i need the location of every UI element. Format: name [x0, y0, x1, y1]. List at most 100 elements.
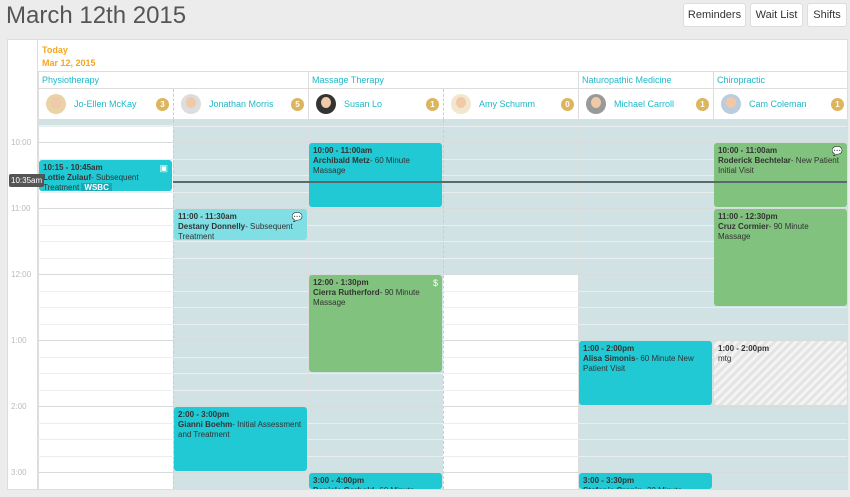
- appointment[interactable]: 11:00 - 11:30am Destany Donnelly- Subsequ…: [174, 209, 307, 240]
- appointment[interactable]: 10:00 - 11:00am Roderick Bechtelar- New P…: [714, 143, 847, 207]
- hour-label: 10:00: [11, 138, 32, 147]
- grid-line: [38, 356, 847, 358]
- provider-header[interactable]: Jonathan Morris 5: [173, 89, 308, 120]
- patient-name: Cierra Rutherford: [313, 288, 380, 297]
- provider-name[interactable]: Jonathan Morris: [209, 99, 274, 109]
- provider-name[interactable]: Susan Lo: [344, 99, 383, 109]
- calendar: Today Mar 12, 2015 10:15 - 10:45am Lottie…: [7, 39, 848, 490]
- patient-name: Cruz Cormier: [718, 222, 769, 231]
- avatar: [586, 94, 606, 114]
- appointment-time: 10:00 - 11:00am: [313, 146, 373, 155]
- patient-name: Gianni Boehm: [178, 420, 233, 429]
- patient-name: Archibald Metz: [313, 156, 370, 165]
- appointment-details: mtg: [718, 354, 843, 364]
- time-column: [8, 40, 38, 489]
- grid-line: [38, 257, 847, 259]
- appointment-time: 1:00 - 2:00pm: [583, 344, 635, 353]
- grid-line: [38, 455, 847, 457]
- grid-line: [38, 125, 847, 127]
- provider-header[interactable]: Amy Schumm 0: [443, 89, 578, 120]
- provider-header[interactable]: Michael Carroll 1: [578, 89, 713, 120]
- provider-name[interactable]: Cam Coleman: [749, 99, 807, 109]
- grid-line: [38, 323, 847, 325]
- patient-name: Stefanie Cronin: [583, 486, 642, 489]
- reminders-button[interactable]: Reminders: [683, 3, 746, 27]
- appointment[interactable]: 3:00 - 3:30pmStefanie Cronin- 30 Minute …: [579, 473, 712, 489]
- blocked-time[interactable]: 1:00 - 2:00pm mtg: [714, 341, 847, 405]
- appointment-details: Cierra Rutherford- 90 Minute Massage: [313, 288, 438, 308]
- grid-line: [38, 307, 847, 308]
- provider-header[interactable]: Susan Lo 1: [308, 89, 443, 120]
- current-time-label: 10:35am: [9, 173, 45, 187]
- wait-list-button[interactable]: Wait List: [750, 3, 803, 27]
- department-header: Massage Therapy: [308, 72, 578, 89]
- service-name: - 60 Minute Massage: [313, 156, 410, 175]
- patient-name: Daniela Gerhold: [313, 486, 374, 489]
- grid-line: [38, 224, 847, 226]
- appointment-count-badge: 1: [831, 97, 844, 111]
- appointment-time: 12:00 - 1:30pm: [313, 278, 369, 287]
- wsbc-tag: WSBC: [81, 182, 112, 191]
- grid-line: [38, 488, 847, 489]
- service-name: - Subsequent Treatment: [43, 172, 139, 191]
- appointment[interactable]: 1:00 - 2:00pm Alisa Simonis- 60 Minute Ne…: [579, 341, 712, 405]
- avatar: [181, 94, 201, 114]
- service-name: - New Patient Initial Visit: [718, 156, 839, 175]
- grid-line: [38, 422, 847, 424]
- avatar: [721, 94, 741, 114]
- schedule-grid[interactable]: 10:15 - 10:45am Lottie Zulauf- Subsequent…: [38, 120, 847, 489]
- service-name: - 30 Minute Return: [583, 486, 682, 489]
- appointment-details: Alisa Simonis- 60 Minute New Patient Vis…: [583, 354, 708, 374]
- appointment[interactable]: 10:00 - 11:00am Archibald Metz- 60 Minute…: [309, 143, 442, 207]
- appointment-details: Roderick Bechtelar- New Patient Initial …: [718, 156, 843, 176]
- appointment-time: 3:00 - 4:00pm: [313, 476, 365, 485]
- service-name: - 60 Minute New Patient Visit: [583, 354, 694, 373]
- appointment[interactable]: 11:00 - 12:30pm Cruz Cormier- 90 Minute M…: [714, 209, 847, 306]
- department-header: Physiotherapy: [38, 72, 308, 89]
- patient-name: Lottie Zulauf: [43, 172, 91, 182]
- provider-name[interactable]: Michael Carroll: [614, 99, 675, 109]
- shifts-button[interactable]: Shifts: [807, 3, 847, 27]
- service-name: mtg: [718, 354, 732, 363]
- grid-line: [38, 406, 847, 407]
- appointment-time: 3:00 - 3:30pm: [583, 476, 635, 485]
- grid-line: [38, 290, 847, 292]
- grid-line: [38, 191, 847, 193]
- appointment-count-badge: 3: [156, 97, 169, 111]
- appointment-details: Daniela Gerhold- 60 Minute: [313, 486, 438, 489]
- hour-label: 12:00: [11, 270, 32, 279]
- briefcase-icon: ▣: [159, 162, 168, 173]
- page-title: March 12th 2015: [6, 2, 187, 29]
- hour-label: 1:00: [11, 336, 27, 345]
- comment-icon: 💬: [291, 212, 303, 222]
- service-name: - 60 Minute: [374, 486, 414, 489]
- provider-header[interactable]: Cam Coleman 1: [713, 89, 847, 120]
- patient-name: Destany Donnelly: [178, 222, 246, 231]
- appointment[interactable]: 3:00 - 4:00pmDaniela Gerhold- 60 Minute: [309, 473, 442, 489]
- appointment[interactable]: 12:00 - 1:30pm Cierra Rutherford- 90 Minu…: [309, 275, 442, 372]
- patient-name: Alisa Simonis: [583, 354, 636, 363]
- grid-line: [38, 241, 847, 242]
- dollar-icon: $: [432, 278, 438, 288]
- appointment[interactable]: 10:15 - 10:45am Lottie Zulauf- Subsequent…: [39, 159, 172, 191]
- today-header[interactable]: Today Mar 12, 2015: [38, 40, 847, 72]
- service-name: - Subsequent Treatment: [178, 222, 293, 240]
- hour-label: 2:00: [11, 402, 27, 411]
- avatar: [451, 94, 471, 114]
- grid-line: [38, 472, 847, 473]
- grid-line: [38, 340, 847, 341]
- today-label: Today: [42, 45, 68, 55]
- service-name: - 90 Minute Massage: [313, 288, 420, 307]
- patient-name: Roderick Bechtelar: [718, 156, 791, 165]
- appointment-time: 11:00 - 11:30am: [178, 212, 237, 221]
- provider-name[interactable]: Jo-Ellen McKay: [74, 99, 137, 109]
- provider-name[interactable]: Amy Schumm: [479, 99, 536, 109]
- appointment[interactable]: 2:00 - 3:00pm Gianni Boehm- Initial Asses…: [174, 407, 307, 471]
- provider-header[interactable]: Jo-Ellen McKay 3: [38, 89, 173, 120]
- appointment-details: Lottie Zulauf- Subsequent Treatment WSBC: [43, 173, 168, 191]
- service-name: - Initial Assessment and Treatment: [178, 420, 302, 439]
- appointment-details: Cruz Cormier- 90 Minute Massage: [718, 222, 843, 242]
- appointment-time: 10:15 - 10:45am: [43, 162, 103, 172]
- grid-line: [38, 389, 847, 391]
- current-time-line: [173, 180, 847, 183]
